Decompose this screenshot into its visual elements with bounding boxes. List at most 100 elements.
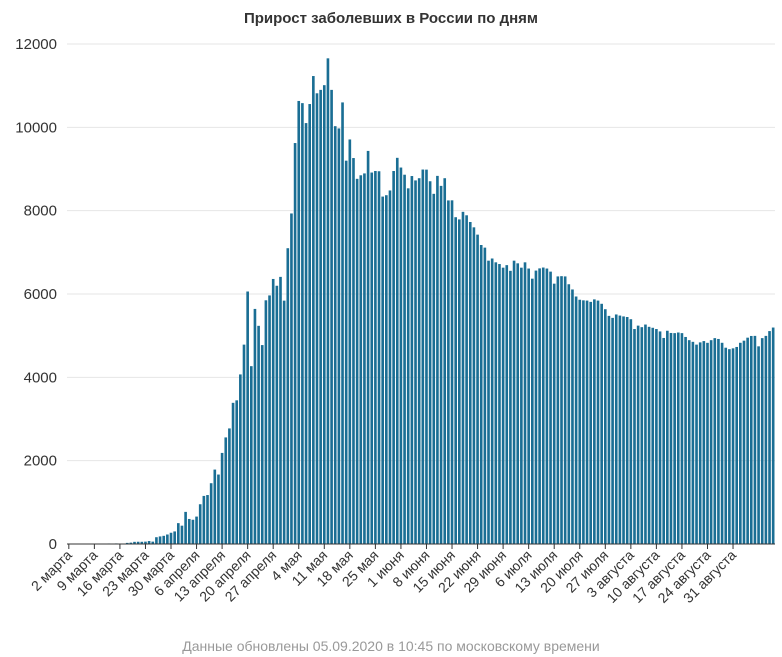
bar (403, 174, 406, 544)
bar (158, 536, 162, 544)
bar (246, 291, 249, 544)
bar (417, 178, 421, 544)
bar (260, 345, 264, 544)
bars (71, 58, 775, 545)
bar (410, 176, 414, 545)
bar (636, 325, 640, 545)
bar (315, 93, 319, 544)
bar (468, 222, 472, 544)
bar (374, 171, 377, 544)
bar (166, 534, 169, 544)
bar (717, 338, 720, 544)
bar (538, 268, 541, 545)
chart-title: Прирост заболевших в России по дням (243, 10, 539, 27)
bar (169, 532, 173, 544)
y-tick-label: 4000 (24, 369, 57, 386)
bar (498, 264, 501, 544)
bar (257, 325, 260, 544)
bar (319, 89, 322, 545)
bar (582, 300, 585, 544)
bar (333, 126, 337, 545)
bar (293, 143, 297, 545)
bar (494, 262, 498, 544)
bar (377, 171, 381, 544)
bar (359, 175, 363, 545)
bar (531, 278, 534, 544)
bar (731, 348, 735, 544)
bar (355, 178, 359, 544)
bar (771, 327, 775, 544)
bar (312, 76, 315, 544)
bar (633, 329, 636, 544)
bar (698, 342, 702, 545)
bar (249, 366, 253, 544)
bar (490, 258, 494, 544)
bar (720, 342, 724, 544)
bar (187, 518, 191, 544)
bar (629, 319, 633, 544)
bar (436, 175, 439, 545)
y-tick-label: 0 (49, 536, 57, 553)
bar (458, 219, 461, 545)
bar (370, 172, 374, 545)
bar (388, 190, 392, 544)
bar (231, 402, 235, 544)
bar (640, 327, 644, 544)
bar (184, 511, 187, 545)
bar (147, 541, 151, 544)
bar (447, 200, 450, 545)
bar (742, 340, 746, 544)
bar (414, 180, 417, 545)
bar (702, 341, 706, 544)
bar (297, 100, 301, 545)
bar (220, 452, 224, 544)
bar (585, 300, 589, 544)
bar (341, 102, 344, 545)
bar (242, 344, 246, 545)
y-tick-label: 8000 (24, 203, 57, 220)
bar (713, 338, 717, 545)
bar (425, 169, 428, 545)
bar (268, 295, 271, 544)
bar (399, 167, 403, 545)
grid-lines (67, 43, 775, 462)
bar (395, 157, 399, 544)
bar (264, 300, 268, 544)
bar (363, 173, 366, 545)
bar (162, 535, 166, 544)
bar (366, 150, 370, 545)
bar (177, 523, 180, 545)
bar (239, 374, 242, 544)
bar (658, 331, 662, 544)
bar (191, 519, 195, 544)
bar (432, 193, 436, 544)
bar (344, 160, 348, 545)
bar (549, 271, 552, 545)
bar (450, 200, 454, 544)
bar (625, 317, 629, 544)
bar (476, 234, 479, 545)
bar (385, 195, 388, 544)
bar (523, 262, 527, 544)
bar (757, 346, 760, 544)
bar (406, 188, 410, 544)
bar (706, 342, 709, 544)
bar (195, 516, 198, 544)
bar (724, 347, 728, 544)
bar (421, 169, 425, 545)
bar (308, 104, 312, 544)
bar (746, 337, 749, 544)
bar (644, 324, 647, 544)
y-tick-label: 10000 (15, 119, 57, 136)
bar (461, 211, 465, 544)
bar (527, 268, 530, 544)
bar (516, 263, 520, 544)
bar (560, 276, 563, 544)
bar (151, 541, 155, 545)
bar (768, 331, 771, 544)
bar (465, 215, 468, 545)
bar (443, 178, 447, 544)
bar (574, 296, 578, 544)
bar (253, 308, 257, 544)
bar (271, 278, 275, 544)
